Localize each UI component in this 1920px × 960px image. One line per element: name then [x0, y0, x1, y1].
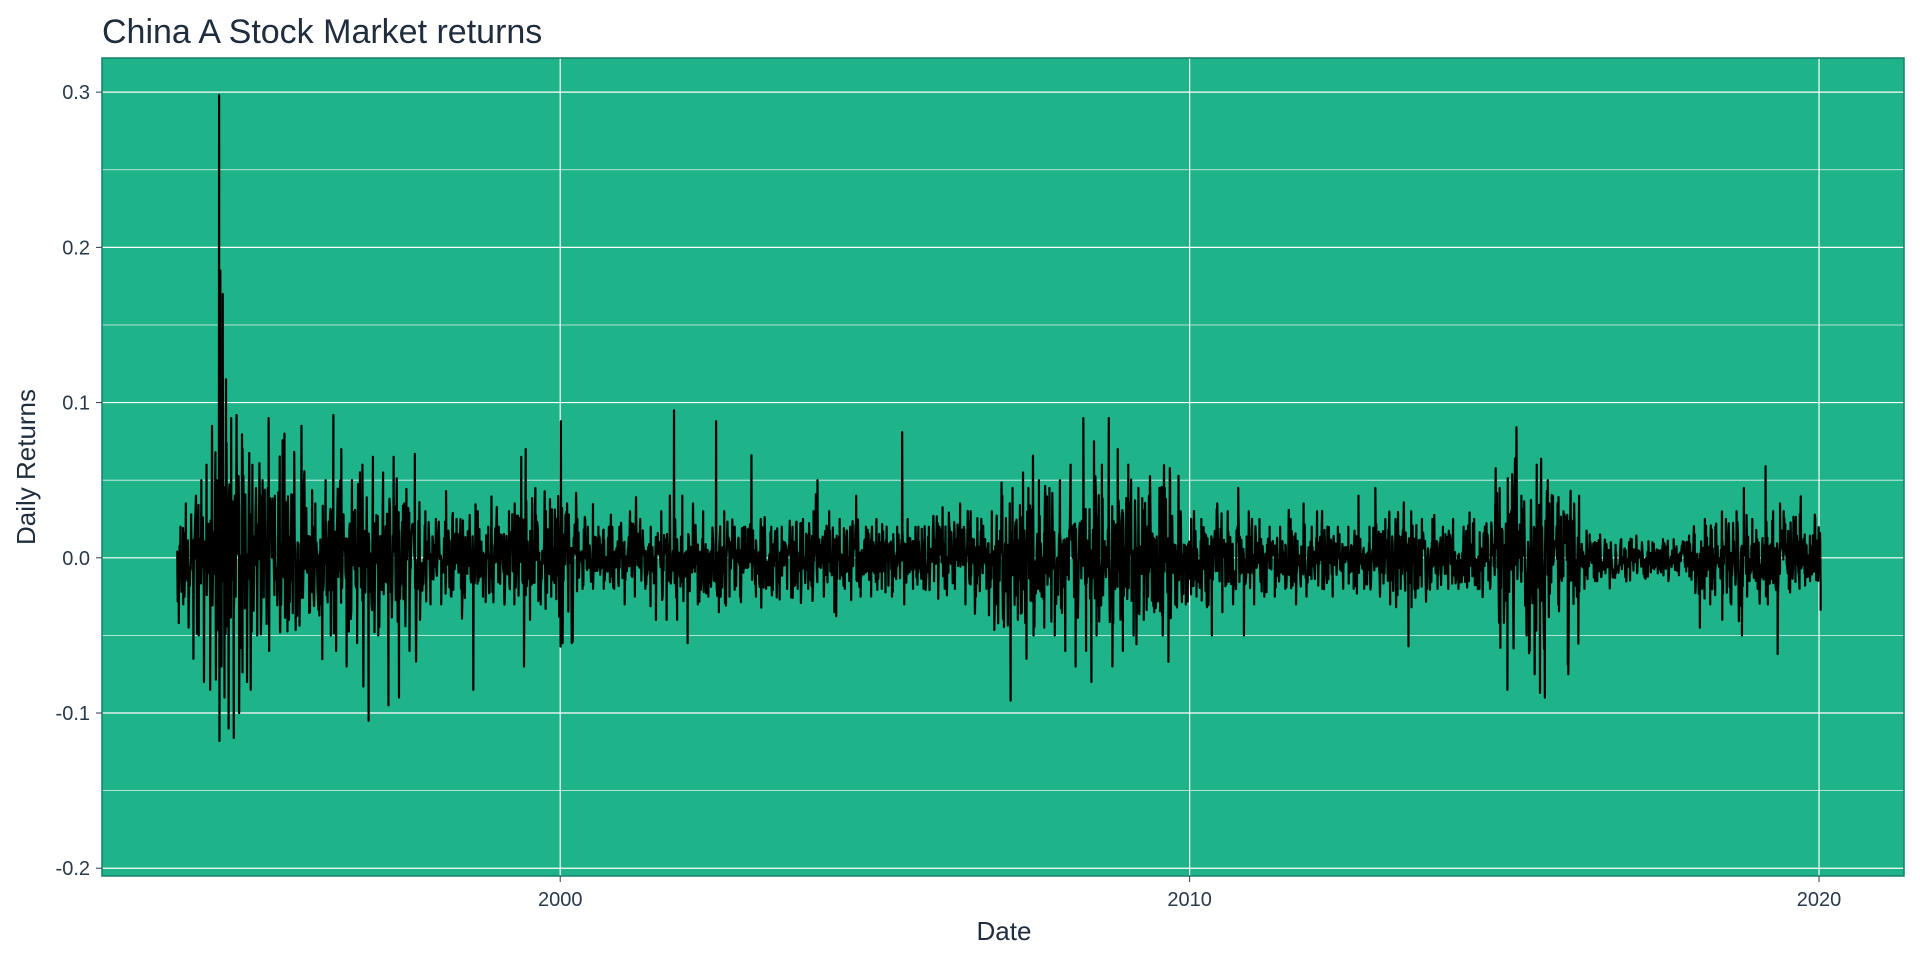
x-axis-ticks: 2000 2010 2020: [538, 876, 1841, 911]
series-line-returns: [176, 94, 1822, 743]
y-axis-title: Daily Returns: [11, 389, 41, 545]
y-tick-label: 0.1: [62, 393, 90, 415]
minor-gridlines: [102, 169, 1904, 792]
y-tick-label: 0.2: [62, 237, 90, 259]
x-tick-label: 2000: [538, 889, 583, 911]
y-tick-label: -0.2: [56, 858, 90, 880]
plot-panel: [102, 58, 1904, 876]
y-axis-ticks: 0.3 0.2 0.1 0.0 -0.1 -0.2: [56, 82, 102, 880]
x-axis-title: Date: [977, 916, 1032, 946]
chart-title: China A Stock Market returns: [102, 13, 542, 51]
y-tick-label: -0.1: [56, 703, 90, 725]
y-tick-label: 0.0: [62, 548, 90, 570]
x-tick-label: 2020: [1797, 889, 1842, 911]
x-tick-label: 2010: [1167, 889, 1212, 911]
y-tick-label: 0.3: [62, 82, 90, 104]
plot-border: [101, 57, 1905, 877]
